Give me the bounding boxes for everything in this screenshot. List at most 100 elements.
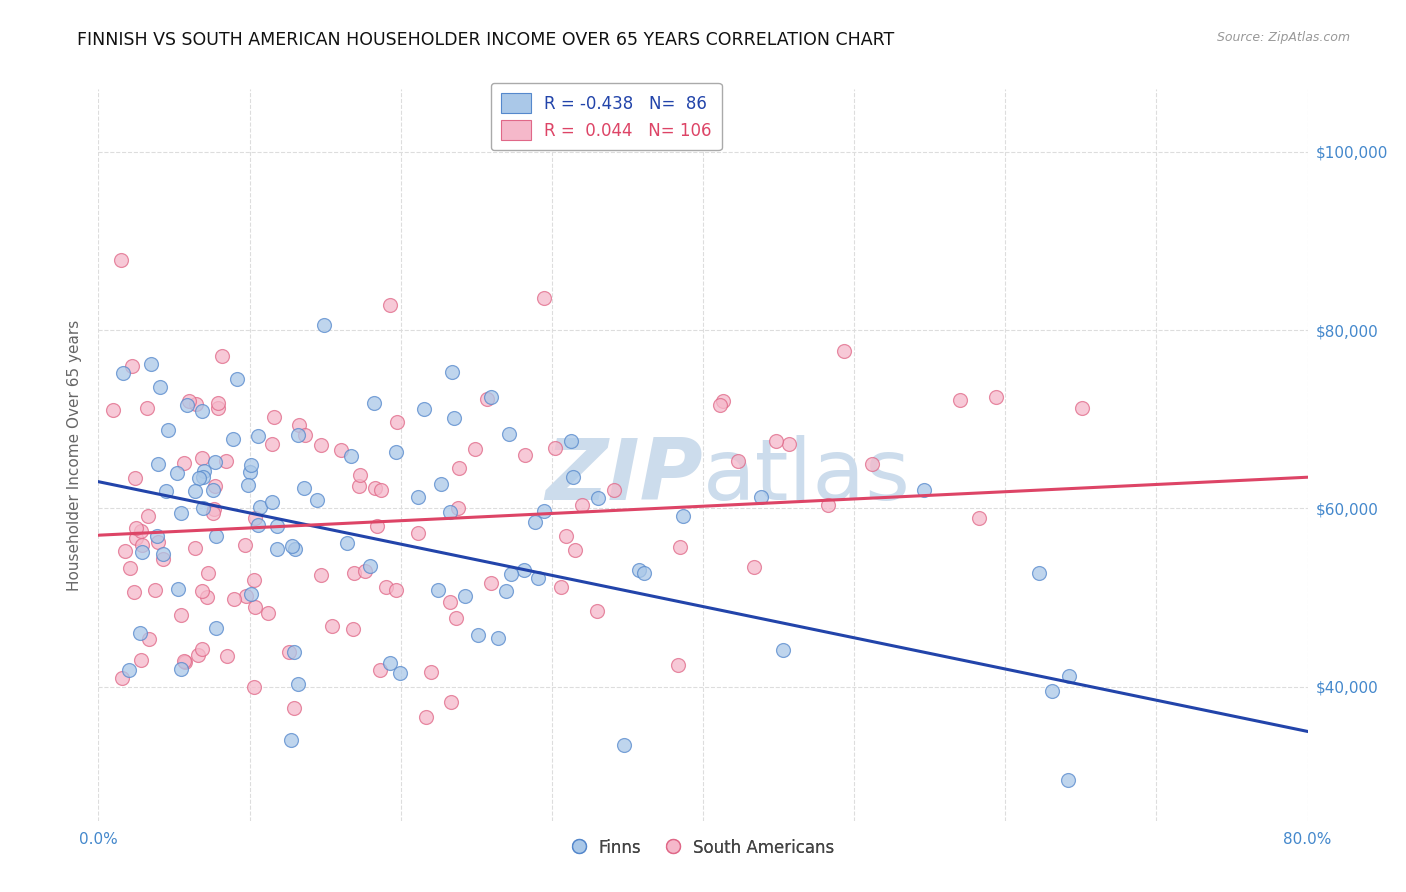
Point xyxy=(249,500,271,515)
Point xyxy=(280,733,302,747)
Point xyxy=(149,380,172,394)
Point xyxy=(247,517,270,532)
Point xyxy=(204,529,226,543)
Point xyxy=(571,498,593,512)
Point xyxy=(1071,401,1094,415)
Point xyxy=(413,401,436,416)
Point xyxy=(187,648,209,662)
Point xyxy=(613,738,636,752)
Point xyxy=(226,371,249,385)
Point xyxy=(479,390,502,404)
Point xyxy=(406,525,429,540)
Point xyxy=(122,584,145,599)
Point xyxy=(173,654,195,668)
Point xyxy=(443,410,465,425)
Text: Source: ZipAtlas.com: Source: ZipAtlas.com xyxy=(1216,31,1350,45)
Point xyxy=(765,434,787,448)
Point xyxy=(447,501,470,516)
Point xyxy=(385,444,408,458)
Point xyxy=(111,366,134,380)
Point xyxy=(131,538,153,552)
Point xyxy=(191,500,214,515)
Point xyxy=(190,450,212,465)
Point xyxy=(201,483,224,498)
Point xyxy=(294,427,316,442)
Point xyxy=(309,568,332,582)
Point xyxy=(129,626,152,640)
Point xyxy=(370,483,392,497)
Point xyxy=(603,483,626,497)
Point xyxy=(495,584,517,599)
Point xyxy=(176,398,198,412)
Point xyxy=(201,506,224,520)
Point xyxy=(131,653,153,667)
Point xyxy=(138,632,160,647)
Point xyxy=(749,490,772,504)
Point xyxy=(666,658,689,673)
Point xyxy=(242,680,264,694)
Point xyxy=(340,449,363,463)
Point xyxy=(191,583,214,598)
Point xyxy=(148,457,170,471)
Point xyxy=(475,392,498,406)
Point xyxy=(148,535,170,549)
Point xyxy=(444,611,467,625)
Point xyxy=(120,561,142,575)
Point xyxy=(586,491,609,505)
Point xyxy=(141,357,163,371)
Point xyxy=(184,484,207,499)
Point xyxy=(242,573,264,587)
Point xyxy=(671,508,693,523)
Point xyxy=(287,428,309,442)
Point xyxy=(711,393,734,408)
Point xyxy=(415,710,437,724)
Point xyxy=(309,438,332,452)
Point xyxy=(387,416,409,430)
Point xyxy=(430,476,453,491)
Point xyxy=(498,426,520,441)
Point xyxy=(262,437,284,451)
Point xyxy=(454,589,477,603)
Point xyxy=(211,349,233,363)
Point xyxy=(204,455,226,469)
Point xyxy=(479,576,502,591)
Point xyxy=(709,398,731,412)
Point xyxy=(832,344,855,359)
Point xyxy=(727,454,749,468)
Point xyxy=(440,695,463,709)
Point xyxy=(207,401,229,415)
Point xyxy=(772,643,794,657)
Point xyxy=(257,606,280,620)
Point xyxy=(586,604,609,618)
Point xyxy=(191,404,214,418)
Point xyxy=(152,551,174,566)
Point xyxy=(554,529,576,543)
Point xyxy=(420,665,443,679)
Point xyxy=(188,471,211,485)
Point xyxy=(155,483,177,498)
Point xyxy=(467,628,489,642)
Point xyxy=(515,448,537,462)
Point xyxy=(239,465,262,479)
Point xyxy=(439,505,461,519)
Point xyxy=(204,502,226,516)
Point xyxy=(239,586,262,600)
Point xyxy=(125,521,148,535)
Point xyxy=(136,401,159,415)
Point xyxy=(389,665,412,680)
Point xyxy=(169,607,191,622)
Point xyxy=(235,590,257,604)
Point xyxy=(860,457,883,471)
Point xyxy=(260,495,283,509)
Point xyxy=(110,671,132,685)
Point xyxy=(427,583,450,598)
Point xyxy=(439,595,461,609)
Point xyxy=(283,701,305,715)
Point xyxy=(110,252,132,267)
Point xyxy=(380,656,402,670)
Point xyxy=(166,466,188,480)
Point xyxy=(533,504,555,518)
Point xyxy=(124,471,146,485)
Point xyxy=(742,560,765,574)
Point xyxy=(284,542,307,557)
